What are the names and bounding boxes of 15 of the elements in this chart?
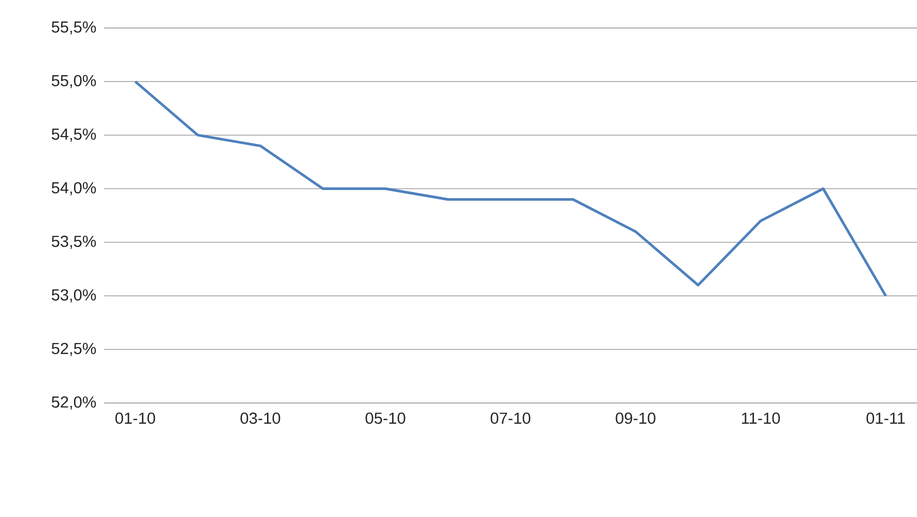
x-tick-label: 11-10 — [742, 412, 780, 424]
y-tick-label: 55,0% — [52, 74, 96, 88]
x-tick-label: 07-10 — [490, 412, 530, 424]
x-tick-label: 01-10 — [115, 412, 156, 424]
y-tick-label: 53,0% — [52, 289, 96, 302]
y-tick-label: 54,5% — [52, 128, 96, 142]
x-tick-label: 01-11 — [866, 412, 905, 424]
x-tick-label: 03-10 — [240, 412, 280, 424]
x-tick-label: 05-10 — [366, 412, 406, 424]
y-tick-label: 54,0% — [52, 182, 96, 196]
y-tick-label: 52,0% — [52, 396, 96, 410]
y-tick-label: 55,5% — [52, 21, 96, 35]
y-tick-label: 52,5% — [52, 342, 96, 356]
x-tick-label: 09-10 — [616, 412, 656, 424]
y-tick-label: 53,5% — [52, 236, 96, 249]
